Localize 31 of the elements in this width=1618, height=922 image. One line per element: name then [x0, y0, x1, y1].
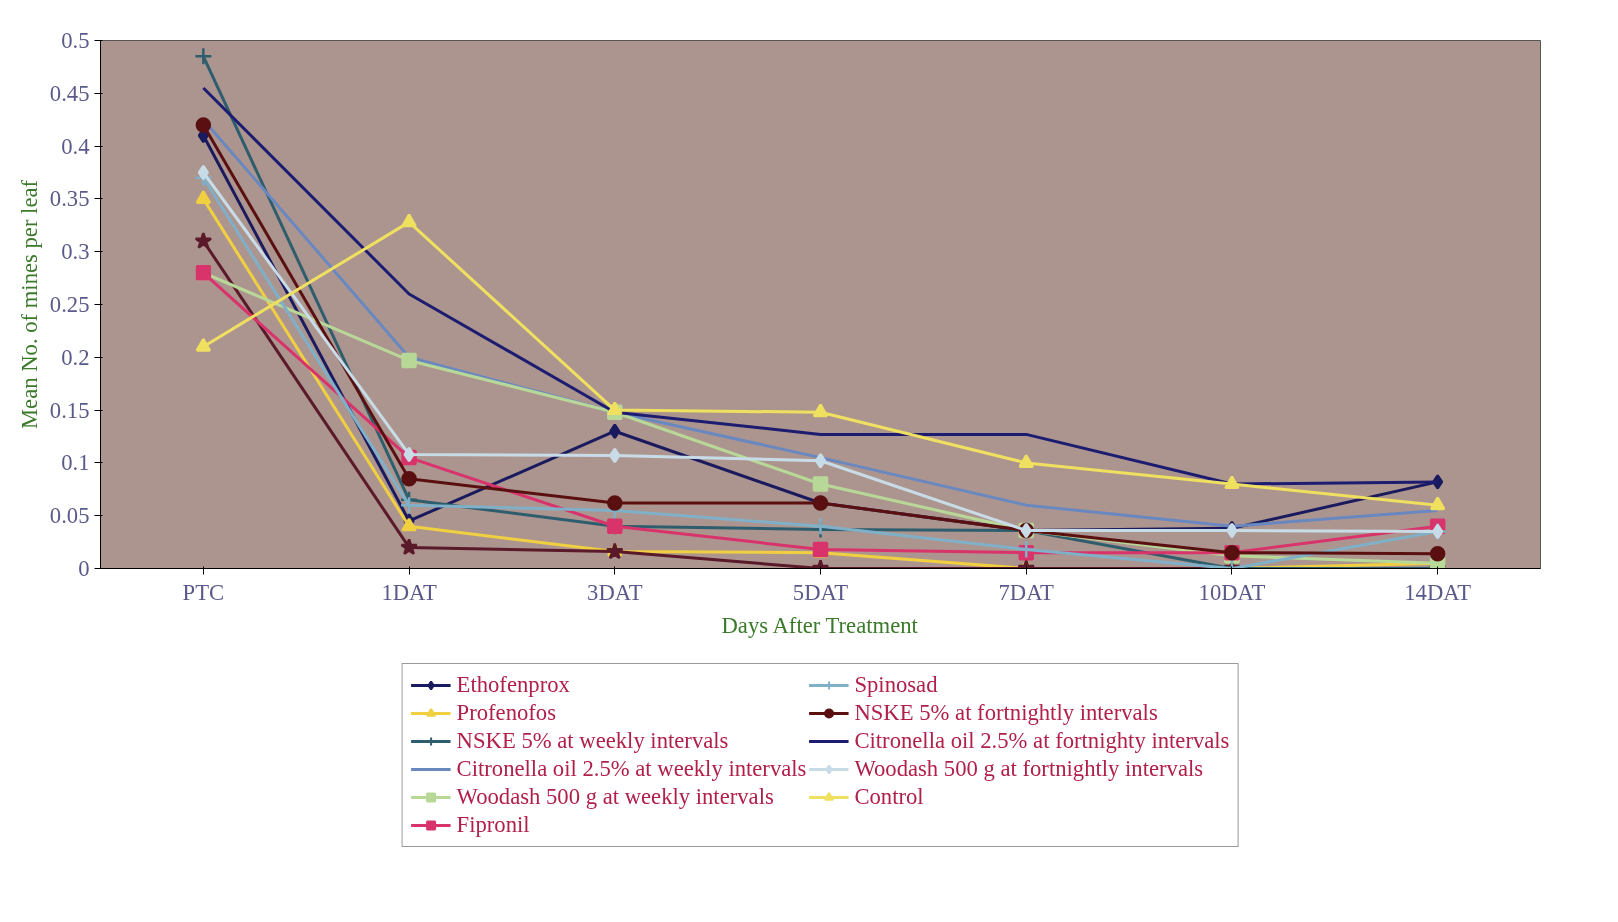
legend-label: Profenofos — [456, 700, 556, 726]
legend-label: Fipronil — [456, 812, 530, 838]
y-tick-label: 0.45 — [49, 80, 90, 106]
legend-label: Woodash 500 g at weekly intervals — [456, 784, 774, 810]
legend-label: Ethofenprox — [456, 672, 570, 698]
y-tick-label: 0.05 — [49, 503, 90, 529]
y-tick-label: 0.25 — [49, 292, 90, 317]
x-tick-label: 3DAT — [587, 579, 643, 605]
y-tick-label: 0.2 — [61, 344, 90, 370]
legend-label: Citronella oil 2.5% at fortnighty intervals — [854, 728, 1230, 754]
x-tick-label: 14DAT — [1404, 579, 1472, 605]
y-tick-label: 0.3 — [61, 239, 90, 265]
y-tick-label: 0.15 — [49, 397, 90, 423]
y-tick-label: 0.5 — [61, 28, 90, 53]
legend-label: Woodash 500 g at fortnightly intervals — [854, 756, 1204, 782]
x-tick-label: 1DAT — [381, 579, 437, 605]
y-tick-label: 0 — [78, 556, 90, 581]
x-tick-label: 10DAT — [1198, 579, 1266, 605]
y-tick-label: 0.35 — [49, 186, 90, 212]
y-axis-title: Mean No. of mines per leaf — [16, 179, 42, 430]
y-tick-label: 0.4 — [61, 133, 90, 159]
x-tick-label: PTC — [182, 579, 225, 605]
legend-label: Citronella oil 2.5% at weekly intervals — [456, 756, 807, 782]
x-axis-title: Days After Treatment — [721, 612, 919, 638]
legend-label: Spinosad — [854, 672, 938, 698]
y-tick-label: 0.1 — [61, 450, 90, 476]
legend-label: Control — [854, 784, 924, 810]
legend-label: NSKE 5% at fortnightly intervals — [854, 700, 1158, 726]
legend-label: NSKE 5% at weekly intervals — [456, 728, 729, 754]
x-tick-label: 5DAT — [792, 579, 849, 605]
x-tick-label: 7DAT — [998, 579, 1055, 605]
